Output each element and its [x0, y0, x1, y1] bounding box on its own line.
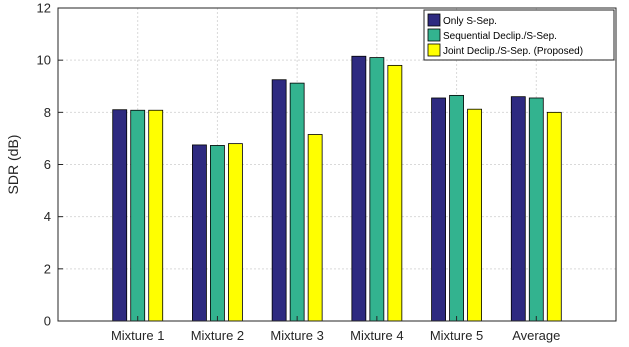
y-tick-label: 12 [37, 1, 51, 16]
bar [528, 97, 544, 322]
x-tick-label: Mixture 2 [191, 328, 244, 343]
y-tick-label: 6 [44, 157, 51, 172]
y-tick-label: 0 [44, 314, 51, 329]
x-tick-label: Mixture 5 [430, 328, 483, 343]
bar [289, 82, 305, 322]
y-axis-label: SDR (dB) [5, 135, 21, 195]
bar [307, 134, 323, 322]
x-tick-label: Mixture 1 [111, 328, 164, 343]
legend-swatch [427, 28, 441, 42]
bar [130, 109, 146, 322]
x-axis-ticks: Mixture 1 Mixture 2 Mixture 3 Mixture 4 Mixt… [111, 316, 560, 343]
legend: Only S-Sep. Sequential Declip./S-Sep. Join… [423, 9, 615, 61]
bar [228, 143, 243, 322]
legend-swatch [427, 13, 441, 27]
y-tick-label: 10 [37, 53, 51, 68]
legend-label: Joint Declip./S-Sep. (Proposed) [443, 46, 583, 57]
bar [546, 111, 562, 322]
bar [449, 94, 464, 322]
x-tick-label: Mixture 4 [350, 328, 403, 343]
bar [387, 64, 403, 322]
bar [148, 109, 164, 322]
legend-label: Only S-Sep. [443, 16, 497, 27]
y-tick-label: 8 [44, 105, 51, 120]
bar [351, 55, 367, 322]
bar [210, 145, 225, 322]
bar [431, 97, 446, 322]
legend-swatch [427, 43, 441, 57]
bar [271, 79, 287, 322]
legend-label: Sequential Declip./S-Sep. [443, 31, 557, 42]
bar [510, 96, 526, 322]
bar [112, 109, 128, 322]
y-axis-ticks: 0 2 4 6 8 10 12 [37, 1, 63, 329]
x-tick-label: Mixture 3 [270, 328, 323, 343]
bar [467, 108, 482, 322]
bars [112, 55, 562, 322]
x-tick-label: Average [512, 328, 560, 343]
bar [192, 144, 207, 322]
y-tick-label: 4 [44, 209, 51, 224]
y-tick-label: 2 [44, 261, 51, 276]
bar [369, 57, 385, 322]
legend-box [423, 9, 615, 61]
